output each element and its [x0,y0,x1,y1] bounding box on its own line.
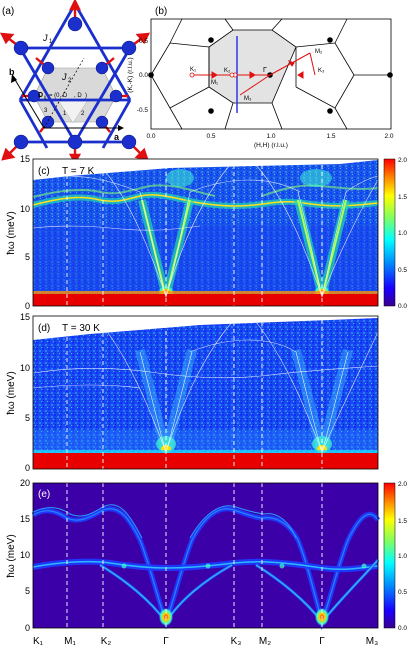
panel-e-ytick-15: 15 [20,514,30,524]
panel-e-xtick-m3: M₃ [366,636,378,647]
panel-e-cbar-0: 0.0 [398,625,407,632]
bz-m3-label: M₃ [244,96,252,102]
panel-e-ytick-20: 20 [20,478,30,488]
j1-sub: 1 [49,39,53,45]
bz-xtick-0: 0.0 [146,133,155,140]
bz-ytick-1: 0.0 [139,72,148,79]
site-1-label: 1 [63,111,67,117]
bz-k1-label: K₁ [190,67,196,73]
bz-xlabel: (H,H) (r.l.u.) [254,142,288,149]
panel-e-xtick-m2: M₂ [259,636,271,647]
j2-label: J [61,72,67,82]
panel-c-temp: T = 7 K [62,166,95,177]
panel-c-ytick-0: 0 [25,301,30,311]
panel-e-xtick-gamma2: Γ [319,636,325,647]
site-2-label: 2 [81,111,85,117]
panel-c-label: (c) [38,166,50,177]
panel-e-ylabel: ħω (meV) [6,534,17,577]
panel-e-ytick-5: 5 [25,586,30,596]
panel-c-spectrum: (c) T = 7 K ħω (meV) 15 10 5 0 2.0 1.5 1… [6,154,407,311]
panel-e-ytick-10: 10 [20,550,30,560]
dij-label: D [38,92,43,99]
bz-ylabel: (K,-K) (r.l.u.) [127,57,134,92]
panel-c-colorbar [383,158,396,307]
bz-xtick-1: 0.5 [206,133,215,140]
dij-vector-tail: , D [74,93,82,99]
panel-e-xtick-gamma1: Γ [163,636,169,647]
bz-xtick-2: 1.0 [266,133,275,140]
panel-c-ylabel: ħω (meV) [6,211,17,254]
panel-e-cbar-2: 2.0 [398,481,407,488]
dij-vector-end: ) [85,93,87,99]
panel-e-xtick-k3: K₃ [231,636,242,647]
panel-c-ytick-10: 10 [20,204,30,214]
bz-xtick-4: 2.0 [384,133,393,140]
panel-c-ytick-5: 5 [25,252,30,262]
bz-k3-label: K₃ [318,68,325,74]
panel-c-cbar-1: 1.0 [398,230,407,237]
panel-d-temp: T = 30 K [62,323,100,334]
axis-b-label: b [9,67,15,77]
bz-ytick-0: 0.5 [139,38,148,45]
panel-e-ytick-0: 0 [25,623,30,633]
panel-e-label: (e) [38,489,50,500]
panel-d-label: (d) [38,323,50,334]
panel-b-brillouin: (b) [127,6,394,149]
site-3-label: 3 [44,108,48,114]
dij-sub: ij [44,95,46,101]
panel-d-ytick-0: 0 [25,463,30,473]
panel-d-ytick-15: 15 [20,312,30,322]
bz-k2-label: K₂ [224,68,231,74]
panel-e-calculation: (e) ħω (meV) 20 15 10 5 0 2.0 1.5 1.0 0.… [6,478,407,647]
panel-c-cbar-15: 1.5 [398,194,407,201]
panel-e-xtick-m1: M₁ [64,636,76,647]
panel-e-xtick-k1: K₁ [33,636,44,647]
panel-e-cbar-1: 1.0 [398,553,407,560]
panel-a-label: (a) [2,6,14,17]
panel-a-lattice: (a) [0,0,151,165]
panel-c-cbar-0: 0.0 [398,303,407,310]
bz-gamma-label: Γ [263,67,267,74]
panel-d-ytick-10: 10 [20,363,30,373]
bz-m2-label: M₂ [315,49,323,55]
panel-e-cbar-05: 0.5 [398,589,407,596]
bz-xtick-3: 1.5 [326,133,335,140]
panel-d-ylabel: ħω (meV) [6,371,17,414]
panel-e-cbar-15: 1.5 [398,518,407,525]
bz-ytick-2: -0.5 [137,107,149,114]
panel-b-label: (b) [155,6,167,17]
panel-e-colorbar [383,482,396,629]
panel-c-cbar-2: 2.0 [398,157,407,164]
axis-a-label: a [114,132,120,142]
bz-m1-label: M₁ [211,80,218,86]
panel-d-spectrum: (d) T = 30 K ħω (meV) 15 10 5 0 [6,312,379,473]
panel-e-xtick-k2: K₂ [101,636,112,647]
panel-c-cbar-05: 0.5 [398,267,407,274]
j1-label: J [42,33,48,43]
panel-d-ytick-5: 5 [25,413,30,423]
j2-sub: 2 [68,78,72,84]
dij-vector: = (0, D [49,93,68,99]
panel-c-ytick-15: 15 [20,154,30,164]
